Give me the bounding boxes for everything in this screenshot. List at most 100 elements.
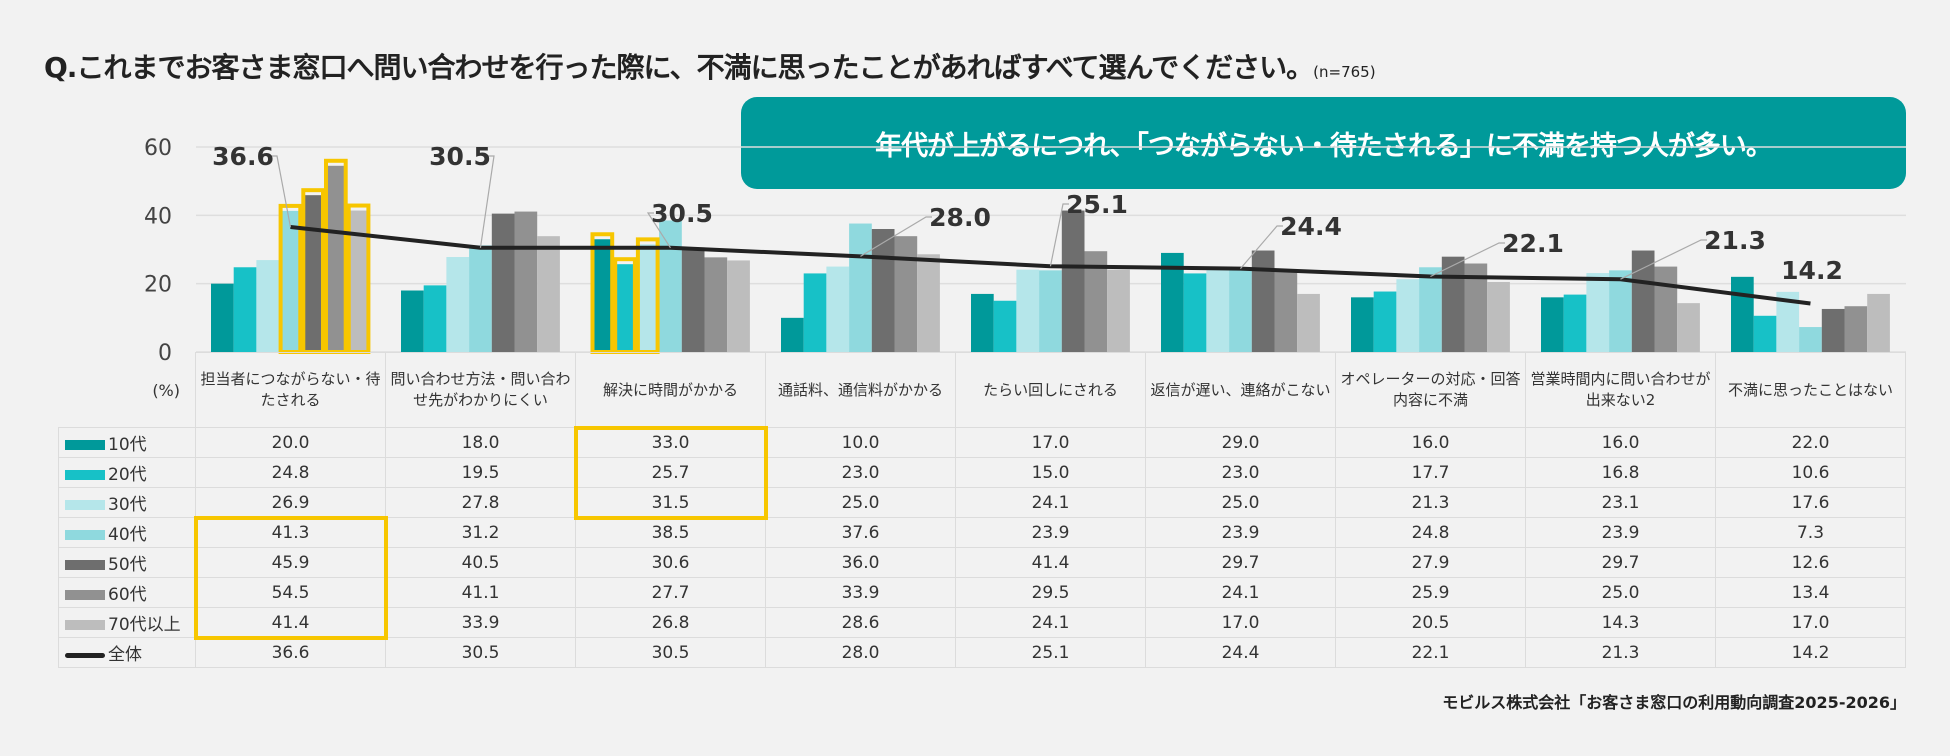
bar-40代 bbox=[279, 210, 302, 352]
category-header: 担当者につながらない・待たされる bbox=[195, 352, 386, 428]
y-tick-label: 40 bbox=[144, 204, 172, 229]
bar-40代 bbox=[849, 223, 872, 352]
value-cell: 22.0 bbox=[1715, 427, 1906, 458]
value-cell: 30.5 bbox=[575, 637, 766, 668]
value-cell: 17.7 bbox=[1335, 457, 1526, 488]
total-data-label: 30.5 bbox=[429, 142, 491, 171]
total-data-label: 28.0 bbox=[929, 203, 991, 232]
legend-swatch bbox=[65, 590, 105, 600]
legend-swatch bbox=[65, 470, 105, 480]
value-cell: 16.0 bbox=[1525, 427, 1716, 458]
value-cell: 7.3 bbox=[1715, 517, 1906, 548]
bar-10代 bbox=[1351, 297, 1374, 352]
value-cell: 24.8 bbox=[195, 457, 386, 488]
value-cell: 25.9 bbox=[1335, 577, 1526, 608]
legend-label: 30代 bbox=[108, 495, 147, 515]
bar-30代 bbox=[1586, 273, 1610, 352]
bar-60代 bbox=[894, 236, 918, 352]
source-credit: モビルス株式会社「お客さま窓口の利用動向調査2025-2026」 bbox=[1442, 693, 1906, 712]
value-cell: 27.9 bbox=[1335, 547, 1526, 578]
table-row: 全体 36.6 30.5 30.5 28.0 25.1 24.4 22.1 21.3 14.2 bbox=[58, 637, 1906, 668]
bar-40代 bbox=[1039, 270, 1062, 352]
value-cell: 28.6 bbox=[765, 607, 956, 638]
category-header: 不満に思ったことはない bbox=[1715, 352, 1906, 428]
category-header: 解決に時間がかかる bbox=[575, 352, 766, 428]
value-cell: 21.3 bbox=[1335, 487, 1526, 518]
bar-30代 bbox=[1396, 279, 1420, 352]
legend-swatch bbox=[65, 652, 105, 658]
leader-line bbox=[1430, 242, 1505, 278]
bar-60代 bbox=[514, 211, 538, 352]
bar-20代 bbox=[1753, 315, 1777, 352]
leader-line bbox=[271, 155, 292, 228]
table-row: 30代 26.9 27.8 31.5 25.0 24.1 25.0 21.3 23.1 17.6 bbox=[58, 487, 1906, 518]
legend-label: 40代 bbox=[108, 525, 147, 545]
value-cell: 16.0 bbox=[1335, 427, 1526, 458]
value-cell: 26.9 bbox=[195, 487, 386, 518]
bar-70代以上 bbox=[1867, 293, 1890, 352]
value-cell: 14.3 bbox=[1525, 607, 1716, 638]
bar-20代 bbox=[1373, 291, 1397, 352]
category-header: 通話料、通信料がかかる bbox=[765, 352, 956, 428]
bar-70代以上 bbox=[537, 236, 560, 352]
bar-40代 bbox=[1799, 327, 1822, 352]
bar-20代 bbox=[423, 285, 447, 352]
bar-60代 bbox=[1084, 251, 1108, 352]
value-cell: 29.5 bbox=[955, 577, 1146, 608]
bar-60代 bbox=[324, 165, 348, 352]
bar-30代 bbox=[1776, 291, 1800, 352]
value-cell: 23.1 bbox=[1525, 487, 1716, 518]
value-cell: 54.5 bbox=[195, 577, 386, 608]
legend-cell: 40代 bbox=[58, 517, 196, 548]
bar-60代 bbox=[1464, 263, 1488, 352]
value-cell: 10.6 bbox=[1715, 457, 1906, 488]
category-header: 営業時間内に問い合わせが出来ない2 bbox=[1525, 352, 1716, 428]
bar-50代 bbox=[1061, 210, 1085, 352]
value-cell: 33.0 bbox=[575, 427, 766, 458]
leader-line bbox=[1620, 239, 1707, 280]
legend-label: 60代 bbox=[108, 585, 147, 605]
value-cell: 21.3 bbox=[1525, 637, 1716, 668]
category-header: 問い合わせ方法・問い合わせ先がわかりにくい bbox=[385, 352, 576, 428]
bar-30代 bbox=[826, 266, 850, 352]
value-cell: 20.0 bbox=[195, 427, 386, 458]
value-cell: 31.5 bbox=[575, 487, 766, 518]
value-cell: 25.0 bbox=[765, 487, 956, 518]
data-table: 担当者につながらない・待たされる 問い合わせ方法・問い合わせ先がわかりにくい 解決に… bbox=[58, 352, 1906, 668]
value-cell: 16.8 bbox=[1525, 457, 1716, 488]
value-cell: 23.0 bbox=[1145, 457, 1336, 488]
value-cell: 23.0 bbox=[765, 457, 956, 488]
legend-label: 50代 bbox=[108, 555, 147, 575]
bar-50代 bbox=[1251, 250, 1275, 352]
bar-70代以上 bbox=[727, 260, 750, 352]
value-cell: 24.1 bbox=[955, 607, 1146, 638]
value-cell: 24.1 bbox=[955, 487, 1146, 518]
bar-10代 bbox=[211, 283, 234, 352]
legend-cell: 全体 bbox=[58, 637, 196, 668]
bar-70代以上 bbox=[1487, 281, 1510, 352]
total-data-label: 25.1 bbox=[1066, 190, 1128, 219]
legend-cell: 20代 bbox=[58, 457, 196, 488]
value-cell: 24.1 bbox=[1145, 577, 1336, 608]
value-cell: 23.9 bbox=[955, 517, 1146, 548]
table-row: 50代 45.9 40.5 30.6 36.0 41.4 29.7 27.9 29.7 12.6 bbox=[58, 547, 1906, 578]
bar-30代 bbox=[636, 244, 660, 352]
bar-20代 bbox=[803, 273, 827, 352]
value-cell: 20.5 bbox=[1335, 607, 1526, 638]
value-cell: 33.9 bbox=[765, 577, 956, 608]
bar-40代 bbox=[1229, 270, 1252, 352]
bar-10代 bbox=[971, 293, 994, 352]
value-cell: 30.5 bbox=[385, 637, 576, 668]
chart-title: Q.これまでお客さま窓口へ問い合わせを行った際に、不満に思ったことがあればすべて… bbox=[44, 46, 1376, 86]
legend-label: 10代 bbox=[108, 435, 147, 455]
bar-70代以上 bbox=[1677, 303, 1700, 352]
bar-10代 bbox=[401, 290, 424, 352]
value-cell: 29.7 bbox=[1145, 547, 1336, 578]
value-cell: 24.8 bbox=[1335, 517, 1526, 548]
bar-20代 bbox=[233, 267, 257, 352]
table-row: 40代 41.3 31.2 38.5 37.6 23.9 23.9 24.8 23.9 7.3 bbox=[58, 517, 1906, 548]
bar-50代 bbox=[301, 195, 325, 352]
legend-swatch bbox=[65, 530, 105, 540]
bar-20代 bbox=[1183, 273, 1207, 352]
bar-10代 bbox=[1541, 297, 1564, 352]
